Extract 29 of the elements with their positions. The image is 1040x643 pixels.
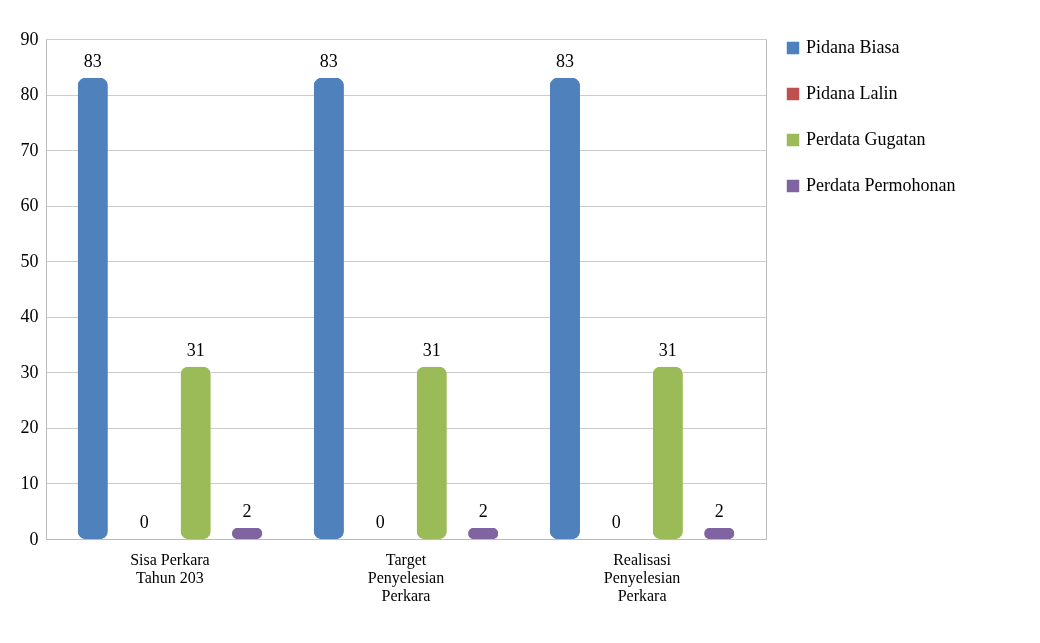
data-label: 83 <box>83 50 102 71</box>
data-label: 31 <box>422 339 441 360</box>
legend-label: Pidana Lalin <box>806 83 898 103</box>
y-tick-label: 30 <box>20 361 39 382</box>
data-label: 2 <box>478 500 488 521</box>
y-tick-label: 80 <box>20 84 39 105</box>
legend-label: Perdata Permohonan <box>806 175 956 195</box>
y-tick-label: 0 <box>29 528 39 549</box>
data-label: 0 <box>375 512 385 532</box>
y-tick-label: 60 <box>20 195 39 216</box>
y-tick-label: 90 <box>20 28 39 49</box>
data-label: 2 <box>714 500 724 521</box>
y-tick-label: 40 <box>20 306 39 327</box>
legend-label: Pidana Biasa <box>806 37 900 57</box>
legend-label: Perdata Gugatan <box>806 129 926 149</box>
y-tick-label: 50 <box>20 250 39 271</box>
data-label: 83 <box>319 50 338 71</box>
x-tick-label: Sisa Perkara Tahun 203 <box>130 550 210 586</box>
x-tick-label: Target Penyelesian Perkara <box>367 550 445 604</box>
data-label: 0 <box>139 512 149 532</box>
y-tick-label: 20 <box>20 417 39 438</box>
data-label: 31 <box>658 339 677 360</box>
data-label: 0 <box>611 512 621 532</box>
y-tick-label: 10 <box>20 472 39 493</box>
data-label: 31 <box>186 339 205 360</box>
x-tick-label: Realisasi Penyelesian Perkara <box>603 550 681 604</box>
data-label: 83 <box>555 50 574 71</box>
y-tick-label: 70 <box>20 139 39 160</box>
data-label: 2 <box>242 500 252 521</box>
